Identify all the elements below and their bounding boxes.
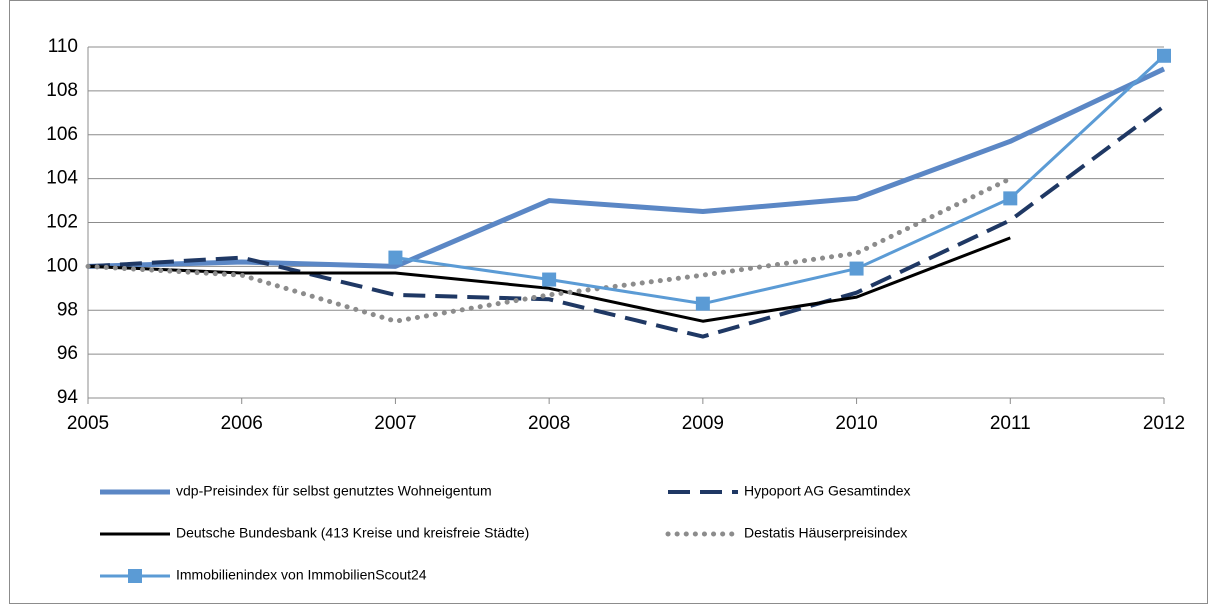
- x-tick-label: 2012: [1143, 413, 1185, 434]
- series-line: [87, 104, 1166, 339]
- point-marker: [1157, 48, 1171, 63]
- x-tick-label: 2010: [835, 413, 877, 434]
- y-tick-label: 108: [46, 80, 78, 101]
- point-marker: [695, 296, 710, 311]
- legend-label: vdp-Preisindex für selbst genutztes Wohn…: [176, 483, 492, 499]
- point-marker: [542, 272, 557, 287]
- y-tick-label: 106: [46, 124, 78, 145]
- series-line: [395, 54, 1166, 306]
- x-tick-label: 2008: [528, 413, 570, 434]
- y-tick-label: 104: [46, 168, 78, 189]
- y-tick-label: 100: [46, 255, 78, 276]
- legend-label: Immobilienindex von ImmobilienScout24: [176, 567, 427, 583]
- y-tick-label: 96: [57, 343, 78, 364]
- legend-marker: [128, 569, 142, 583]
- y-tick-label: 94: [57, 387, 79, 408]
- x-tick-label: 2005: [67, 413, 109, 434]
- series-line: [87, 236, 1011, 323]
- x-tick-label: 2007: [374, 413, 416, 434]
- point-marker: [388, 250, 403, 265]
- point-marker: [1003, 191, 1018, 206]
- y-tick-label: 98: [57, 299, 78, 320]
- x-tick-label: 2006: [221, 413, 263, 434]
- legend-label: Destatis Häuserpreisindex: [744, 525, 907, 541]
- x-tick-label: 2011: [990, 413, 1031, 434]
- legend-label: Hypoport AG Gesamtindex: [744, 483, 911, 499]
- legend-label: Deutsche Bundesbank (413 Kreise und krei…: [176, 525, 529, 541]
- series-line: [85, 176, 1013, 324]
- x-tick-label: 2009: [682, 413, 724, 434]
- y-tick-label: 110: [48, 36, 78, 57]
- point-marker: [849, 261, 864, 276]
- y-tick-label: 102: [46, 212, 78, 233]
